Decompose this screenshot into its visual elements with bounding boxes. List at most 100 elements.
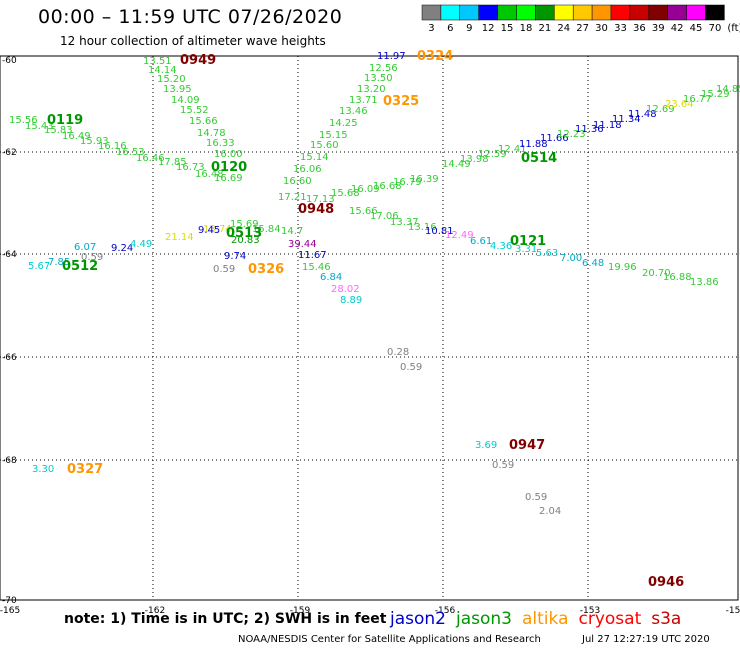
longitude-tick-label: -162 <box>145 606 165 616</box>
latitude-tick-label: -66 <box>2 353 17 363</box>
track-time-labels: 0949 0324 0119 0325 0120 0514 0948 0513 0121 0512… <box>47 49 684 590</box>
track-time-label: 0947 <box>509 438 545 453</box>
wave-height-label: 4.36 <box>490 241 512 252</box>
wave-height-label: 0.59 <box>213 264 235 275</box>
color-scale-label: 6 <box>447 23 453 34</box>
wave-height-label: 15.93 <box>80 136 109 147</box>
longitude-tick-label: -156 <box>435 606 456 616</box>
track-time-label: 0512 <box>62 259 98 274</box>
wave-height-label: 14.09 <box>171 95 200 106</box>
wave-height-label: 0.59 <box>525 492 547 503</box>
wave-height-label: 11.34 <box>612 114 641 125</box>
color-swatch <box>629 4 650 21</box>
wave-height-label: 8.89 <box>340 295 362 306</box>
credit-line: NOAA/NESDIS Center for Satellite Applica… <box>238 634 541 645</box>
color-scale-label: 33 <box>614 23 627 34</box>
wave-height-label: 14.78 <box>197 128 226 139</box>
wave-height-label: 16.00 <box>214 149 243 160</box>
map-frame <box>0 55 739 601</box>
wave-height-label: 15.66 <box>349 206 378 217</box>
color-swatch <box>478 4 498 21</box>
wave-height-label: 16.46 <box>136 153 165 164</box>
wave-height-label: 23.64 <box>665 99 694 110</box>
wave-height-label: 21.14 <box>165 232 194 243</box>
wave-height-label: 16.33 <box>206 138 235 149</box>
wave-height-label: 0.59 <box>400 362 422 373</box>
wave-height-label: 15.60 <box>310 140 339 151</box>
footer-note: note: 1) Time is in UTC; 2) SWH is in fe… <box>64 611 387 627</box>
wave-height-label: 16.39 <box>410 174 439 185</box>
latitude-tick-label: -64 <box>2 250 17 260</box>
wave-height-label: 19.96 <box>608 262 637 273</box>
wave-height-label: 17.85 <box>158 157 187 168</box>
color-swatch <box>610 4 631 21</box>
wave-height-label: 5.63 <box>536 248 558 259</box>
wave-height-label: 15.43 <box>25 121 54 132</box>
track-time-label: 0946 <box>648 575 684 590</box>
wave-height-labels: 13.5114.1415.2013.9514.0915.5215.6614.78… <box>9 51 740 517</box>
color-swatch <box>535 4 555 21</box>
wave-height-label: 6.48 <box>582 258 604 269</box>
color-scale-label: 18 <box>520 23 533 34</box>
wave-height-label: 6.61 <box>470 236 492 247</box>
wave-height-label: 11.97 <box>377 51 406 62</box>
color-swatch <box>516 4 536 21</box>
wave-height-label: 13.74 <box>203 224 232 235</box>
wave-height-label: 16.48 <box>195 169 224 180</box>
color-scale-unit: (ft) <box>727 23 740 34</box>
wave-height-label: 11.48 <box>628 109 657 120</box>
latitude-tick-label: -68 <box>2 456 17 466</box>
legend-altika: altika <box>522 609 569 629</box>
color-swatch <box>591 4 612 21</box>
latitude-tick-label: -70 <box>2 596 17 606</box>
color-scale-label: 12 <box>482 23 495 34</box>
wave-height-label: 16.73 <box>176 162 205 173</box>
wave-height-label: 15.56 <box>9 115 38 126</box>
wave-height-label: 11.88 <box>519 139 548 150</box>
track-time-label: 0327 <box>67 462 103 477</box>
longitude-ticks: -165 -162 -159 -156 -153 -15 <box>0 606 740 616</box>
wave-height-label: 15.69 <box>230 219 259 230</box>
legend-jason3: jason3 <box>456 609 512 629</box>
wave-height-label: 5.67 <box>28 261 50 272</box>
wave-height-label: 9.45 <box>198 225 220 236</box>
wave-height-label: 15.29 <box>701 89 730 100</box>
color-swatch <box>572 4 593 21</box>
wave-height-label: 39.44 <box>288 239 317 250</box>
wave-height-label: 15.83 <box>44 125 73 136</box>
color-scale-label: 3 <box>428 23 434 34</box>
wave-height-label: 12.56 <box>369 63 398 74</box>
wave-height-label: 11.36 <box>575 124 604 135</box>
wave-height-label: 16.53 <box>116 147 145 158</box>
color-scale-label: 15 <box>501 23 514 34</box>
latitude-tick-label: -60 <box>2 56 17 66</box>
color-swatch <box>705 4 725 21</box>
wave-height-label: 4.49 <box>130 239 152 250</box>
wave-height-label: 13.95 <box>163 84 192 95</box>
wave-height-label: 16.09 <box>351 184 380 195</box>
wave-height-label: 20.70 <box>642 268 671 279</box>
wave-height-label: 15.68 <box>331 188 360 199</box>
wave-height-label: 16.79 <box>393 177 422 188</box>
track-time-label: 0514 <box>521 151 557 166</box>
wave-height-label: 9.74 <box>224 251 246 262</box>
wave-height-label: 13.86 <box>690 277 719 288</box>
wave-height-label: 12.69 <box>646 104 675 115</box>
wave-height-label: 14.49 <box>442 159 471 170</box>
longitude-tick-label: -15 <box>726 606 740 616</box>
wave-height-label: 11.66 <box>540 133 569 144</box>
wave-height-label: 17.21 <box>278 192 307 203</box>
color-scale-label: 70 <box>709 23 722 34</box>
color-scale-label: 9 <box>466 23 472 34</box>
track-time-label: 0325 <box>383 94 419 109</box>
color-scale-label: 21 <box>538 23 551 34</box>
wave-height-label: 14.7 <box>281 226 303 237</box>
color-scale-label: 30 <box>595 23 608 34</box>
wave-height-label: 13.16 <box>408 222 437 233</box>
wave-height-label: 15.66 <box>189 116 218 127</box>
color-scale-label: 39 <box>652 23 665 34</box>
wave-height-label: 0.59 <box>492 460 514 471</box>
legend-s3a: s3a <box>651 609 682 629</box>
wave-height-label: 12.23 <box>557 129 586 140</box>
